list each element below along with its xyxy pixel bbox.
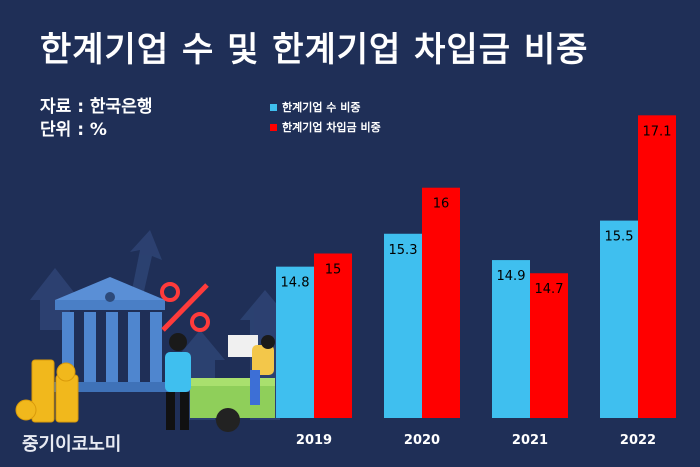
- bar-2022-series1: [600, 220, 638, 418]
- bar-2021-series2: [530, 273, 568, 418]
- bar-2020-series1: [384, 233, 422, 418]
- coins-icon: [15, 359, 79, 423]
- data-label-2022-series2: 17.1: [643, 124, 672, 139]
- data-label-2019-series1: 14.8: [281, 276, 310, 291]
- percent-icon: [160, 282, 210, 332]
- legend-label-series2: 한계기업 차입금 비중: [282, 121, 381, 134]
- data-label-2021-series1: 14.9: [497, 269, 526, 284]
- data-label-2022-series1: 15.5: [605, 230, 634, 245]
- x-tick-label-2022: 2022: [620, 433, 656, 448]
- person-standing-icon: [165, 333, 191, 430]
- x-tick-label-2019: 2019: [296, 433, 332, 448]
- bar-2022-series2: [638, 115, 676, 418]
- money-pile-icon: [190, 378, 275, 432]
- legend-entry-series1: 한계기업 수 비중: [270, 99, 361, 115]
- x-tick-label-2021: 2021: [512, 433, 548, 448]
- bar-2019-series2: [314, 253, 352, 418]
- bar-2019-series1: [276, 266, 314, 418]
- data-label-2021-series2: 14.7: [535, 282, 564, 297]
- bank-icon: [50, 277, 170, 392]
- legend-swatch-series1: [270, 103, 277, 111]
- source-label: 자료 : 한국은행: [40, 97, 153, 117]
- unit-label: 단위 : %: [40, 120, 107, 140]
- legend-entry-series2: 한계기업 차입금 비중: [270, 119, 381, 135]
- x-tick-label-2020: 2020: [404, 433, 440, 448]
- bar-2021-series1: [492, 260, 530, 418]
- data-label-2020-series2: 16: [433, 197, 450, 212]
- person-sitting-icon: [228, 335, 275, 405]
- chart-title: 한계기업 수 및 한계기업 차입금 비중: [40, 30, 589, 70]
- legend-label-series1: 한계기업 수 비중: [282, 101, 361, 114]
- legend-swatch-series2: [270, 123, 277, 131]
- watermark-logo: 중기이코노미: [22, 434, 122, 455]
- bar-2020-series2: [422, 187, 460, 418]
- data-label-2019-series2: 15: [325, 263, 342, 278]
- data-label-2020-series1: 15.3: [389, 243, 418, 258]
